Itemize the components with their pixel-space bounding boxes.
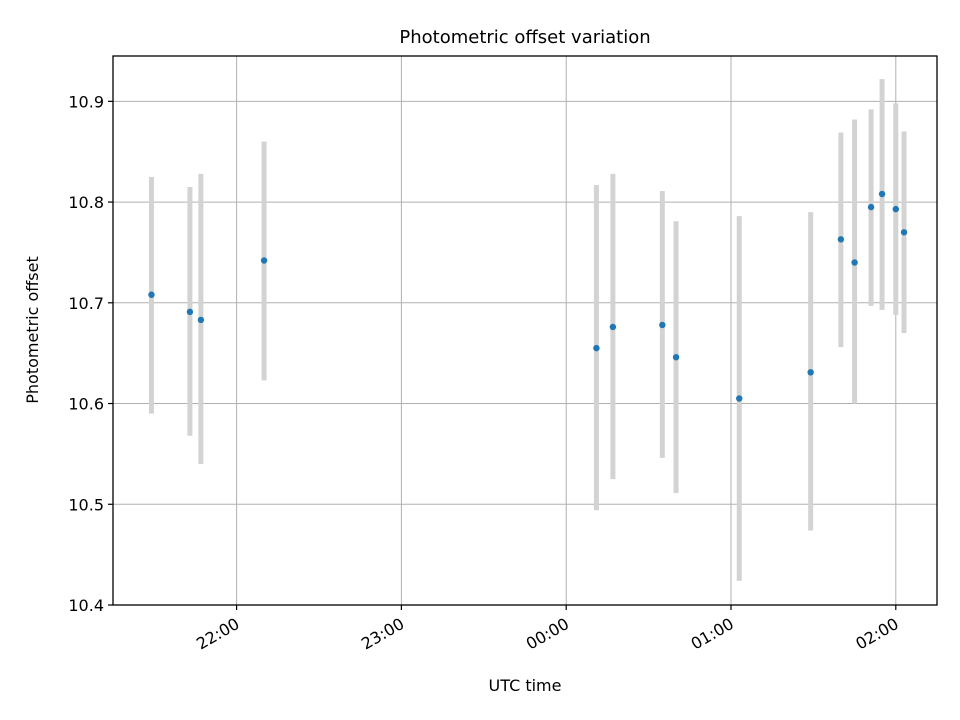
x-axis: 22:00 23:00 00:00 01:00 02:00 bbox=[193, 605, 902, 654]
data-point bbox=[736, 395, 743, 402]
y-tick-label: 10.8 bbox=[68, 193, 104, 212]
data-point bbox=[867, 203, 875, 211]
y-tick-label: 10.7 bbox=[68, 294, 104, 313]
y-tick-label: 10.4 bbox=[68, 596, 104, 615]
y-axis: 10.4 10.5 10.6 10.7 10.8 10.9 bbox=[68, 92, 113, 615]
x-tick-label: 02:00 bbox=[852, 614, 901, 654]
chart-title: Photometric offset variation bbox=[399, 27, 650, 48]
x-axis-label: UTC time bbox=[489, 676, 562, 695]
data-point bbox=[148, 291, 155, 298]
plot-frame bbox=[112, 55, 938, 606]
data-point bbox=[851, 259, 858, 266]
data-point bbox=[609, 323, 617, 331]
x-tick-label: 22:00 bbox=[193, 614, 242, 654]
data-point bbox=[900, 229, 908, 236]
data-point bbox=[186, 308, 194, 316]
data-point bbox=[197, 316, 205, 324]
data-points bbox=[148, 190, 908, 402]
data-point bbox=[659, 321, 666, 329]
y-tick-label: 10.5 bbox=[68, 495, 104, 514]
y-axis-label: Photometric offset bbox=[23, 256, 42, 404]
data-point bbox=[807, 369, 814, 376]
data-point bbox=[260, 257, 268, 264]
x-tick-label: 23:00 bbox=[358, 614, 407, 654]
data-point bbox=[593, 344, 600, 352]
error-bars bbox=[148, 79, 907, 581]
y-tick-label: 10.6 bbox=[68, 395, 104, 414]
data-point bbox=[878, 190, 886, 198]
data-point bbox=[837, 236, 845, 243]
data-point bbox=[672, 353, 680, 361]
grid bbox=[113, 56, 937, 606]
x-tick-label: 01:00 bbox=[688, 614, 737, 654]
y-tick-label: 10.9 bbox=[68, 92, 104, 111]
x-tick-label: 00:00 bbox=[523, 614, 572, 654]
data-point bbox=[892, 205, 899, 213]
